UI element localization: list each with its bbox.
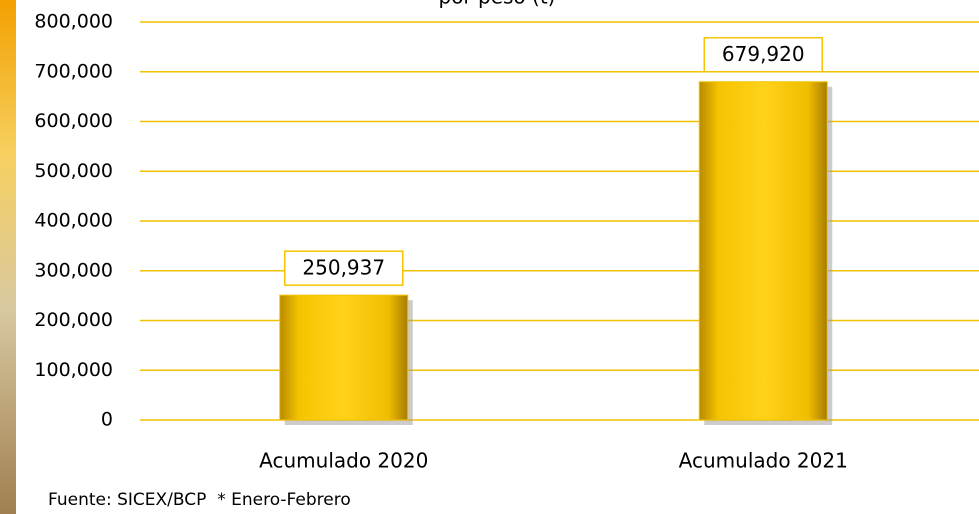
x-tick-label: Acumulado 2021	[679, 449, 848, 473]
y-tick-label: 800,000	[34, 11, 113, 33]
y-tick-label: 500,000	[34, 160, 113, 182]
y-tick-label: 0	[101, 409, 113, 431]
source-note: Fuente: SICEX/BCP * Enero-Febrero	[48, 490, 351, 510]
value-label: 250,937	[302, 256, 385, 280]
y-tick-label: 600,000	[34, 110, 113, 132]
y-tick-label: 100,000	[34, 359, 113, 381]
y-tick-label: 400,000	[34, 210, 113, 232]
bar	[279, 294, 409, 421]
side-decoration	[0, 0, 16, 514]
value-label-box	[284, 250, 404, 286]
y-tick-label: 200,000	[34, 309, 113, 331]
bar	[698, 81, 828, 421]
y-tick-label: 300,000	[34, 259, 113, 281]
x-tick-label: Acumulado 2020	[259, 449, 428, 473]
y-tick-label: 700,000	[34, 60, 113, 82]
chart-title: por peso (t)	[439, 0, 556, 9]
value-label-box	[703, 36, 823, 73]
value-label: 679,920	[722, 42, 805, 66]
